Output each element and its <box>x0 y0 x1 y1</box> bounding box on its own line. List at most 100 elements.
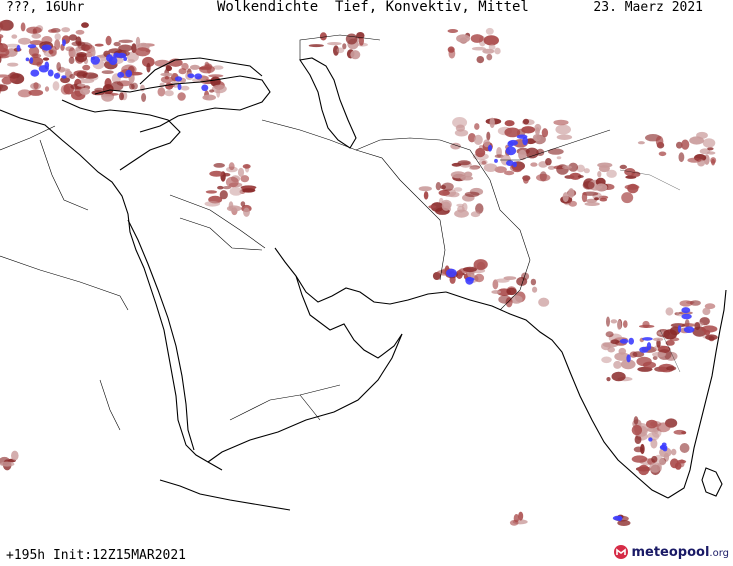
cloud-patch <box>483 35 499 46</box>
cloud-patch <box>44 86 50 92</box>
cloud-patch <box>17 89 32 98</box>
cloud-patch <box>11 34 18 39</box>
cloud-patch <box>456 34 471 43</box>
logo-tld: .org <box>709 548 729 559</box>
cloud-patch <box>177 92 186 101</box>
cloud-patch <box>454 209 469 218</box>
cloud-patch <box>102 84 114 95</box>
cloud-patch <box>336 47 345 54</box>
cloud-patch <box>154 59 171 67</box>
cloud-patch <box>482 48 495 54</box>
convective-patch <box>619 338 629 344</box>
cloud-patch <box>212 65 224 70</box>
convective-patch <box>516 134 528 139</box>
cloud-patch <box>556 156 562 160</box>
convective-patch <box>505 146 517 156</box>
cloud-patch <box>435 182 442 191</box>
cloud-patch <box>6 43 20 48</box>
cloud-patch <box>33 82 39 90</box>
cloud-patch <box>486 53 493 61</box>
convective-patch <box>508 139 518 146</box>
cloud-patch <box>640 443 645 455</box>
cloud-patch <box>621 192 634 204</box>
cloud-patch <box>243 207 250 217</box>
cloud-patch <box>623 320 628 328</box>
cloud-patch <box>620 359 636 370</box>
cloud-patch <box>530 278 537 286</box>
cloud-patch <box>164 90 174 97</box>
cloud-patch <box>68 34 78 41</box>
convective-patch <box>90 56 101 65</box>
cloud-patch <box>584 202 600 206</box>
convective-patch <box>626 354 631 363</box>
cloud-patch <box>478 159 488 166</box>
cloud-patch <box>671 448 677 456</box>
cloud-patch <box>545 158 552 166</box>
convective-patch <box>648 437 653 442</box>
cloud-patch <box>209 170 224 177</box>
cloud-patch <box>547 165 556 170</box>
cloud-patch <box>498 295 512 304</box>
cloud-patch <box>577 175 584 178</box>
cloud-patch <box>471 46 486 51</box>
logo-mark-icon <box>614 545 629 559</box>
cloud-patch <box>631 455 648 463</box>
cloud-patch <box>597 171 602 178</box>
cloud-patch <box>606 316 610 327</box>
convective-patch <box>506 160 514 167</box>
cloud-patch <box>569 172 582 180</box>
convective-patch <box>16 44 21 52</box>
convective-patch <box>681 313 692 320</box>
cloud-patch <box>217 185 224 190</box>
cloud-patch <box>633 416 639 425</box>
cloud-patch <box>0 35 2 44</box>
cloud-patch <box>456 270 463 279</box>
cloud-patch <box>659 458 666 466</box>
cloud-patch <box>521 126 536 134</box>
cloud-patch <box>659 447 672 458</box>
cloud-patch <box>118 39 133 43</box>
cloud-patch <box>483 163 498 172</box>
convective-patch <box>187 73 195 79</box>
cloud-patch <box>84 52 94 58</box>
cloud-patch <box>617 520 631 526</box>
map-footer: +195h Init:12Z15MAR2021 meteopool .org <box>0 526 733 566</box>
cloud-patch <box>241 188 256 193</box>
cloud-patch <box>56 62 61 72</box>
cloud-patch <box>308 44 324 48</box>
cloud-patch <box>676 141 683 149</box>
convective-patch <box>465 276 474 285</box>
cloud-patch <box>452 117 468 128</box>
grid-outline <box>619 169 681 373</box>
cloud-patch <box>447 46 455 53</box>
cloud-patch <box>319 32 327 41</box>
cloud-patch <box>77 83 86 87</box>
cloud-patch <box>180 85 190 91</box>
cloud-patch <box>450 171 466 179</box>
cloud-patch <box>225 176 239 188</box>
cloud-patch <box>69 74 75 79</box>
cloud-patch <box>670 323 686 328</box>
cloud-patch <box>20 22 26 32</box>
convective-patch <box>30 69 40 77</box>
cloud-patch <box>463 266 477 273</box>
cloud-patch <box>689 300 701 306</box>
cloud-patch <box>448 191 460 198</box>
convective-patch <box>661 442 667 447</box>
cloud-patch <box>453 187 463 192</box>
map-title: Wolkendichte Tief, Konvektiv, Mittel <box>217 0 529 15</box>
convective-patch <box>61 75 67 79</box>
convective-patch <box>639 346 649 353</box>
cloud-patch <box>81 22 89 28</box>
meteopool-logo[interactable]: meteopool .org <box>613 544 729 560</box>
cloud-patch <box>199 65 215 74</box>
borders <box>0 34 611 431</box>
convective-patch <box>194 73 203 80</box>
convective-patch <box>174 76 183 82</box>
cloud-patch <box>358 35 364 46</box>
cloud-patch <box>438 189 450 196</box>
cloud-patch <box>522 118 530 125</box>
cloud-patch <box>687 157 702 163</box>
cloud-patch <box>160 76 173 84</box>
cloud-patch <box>583 168 590 174</box>
